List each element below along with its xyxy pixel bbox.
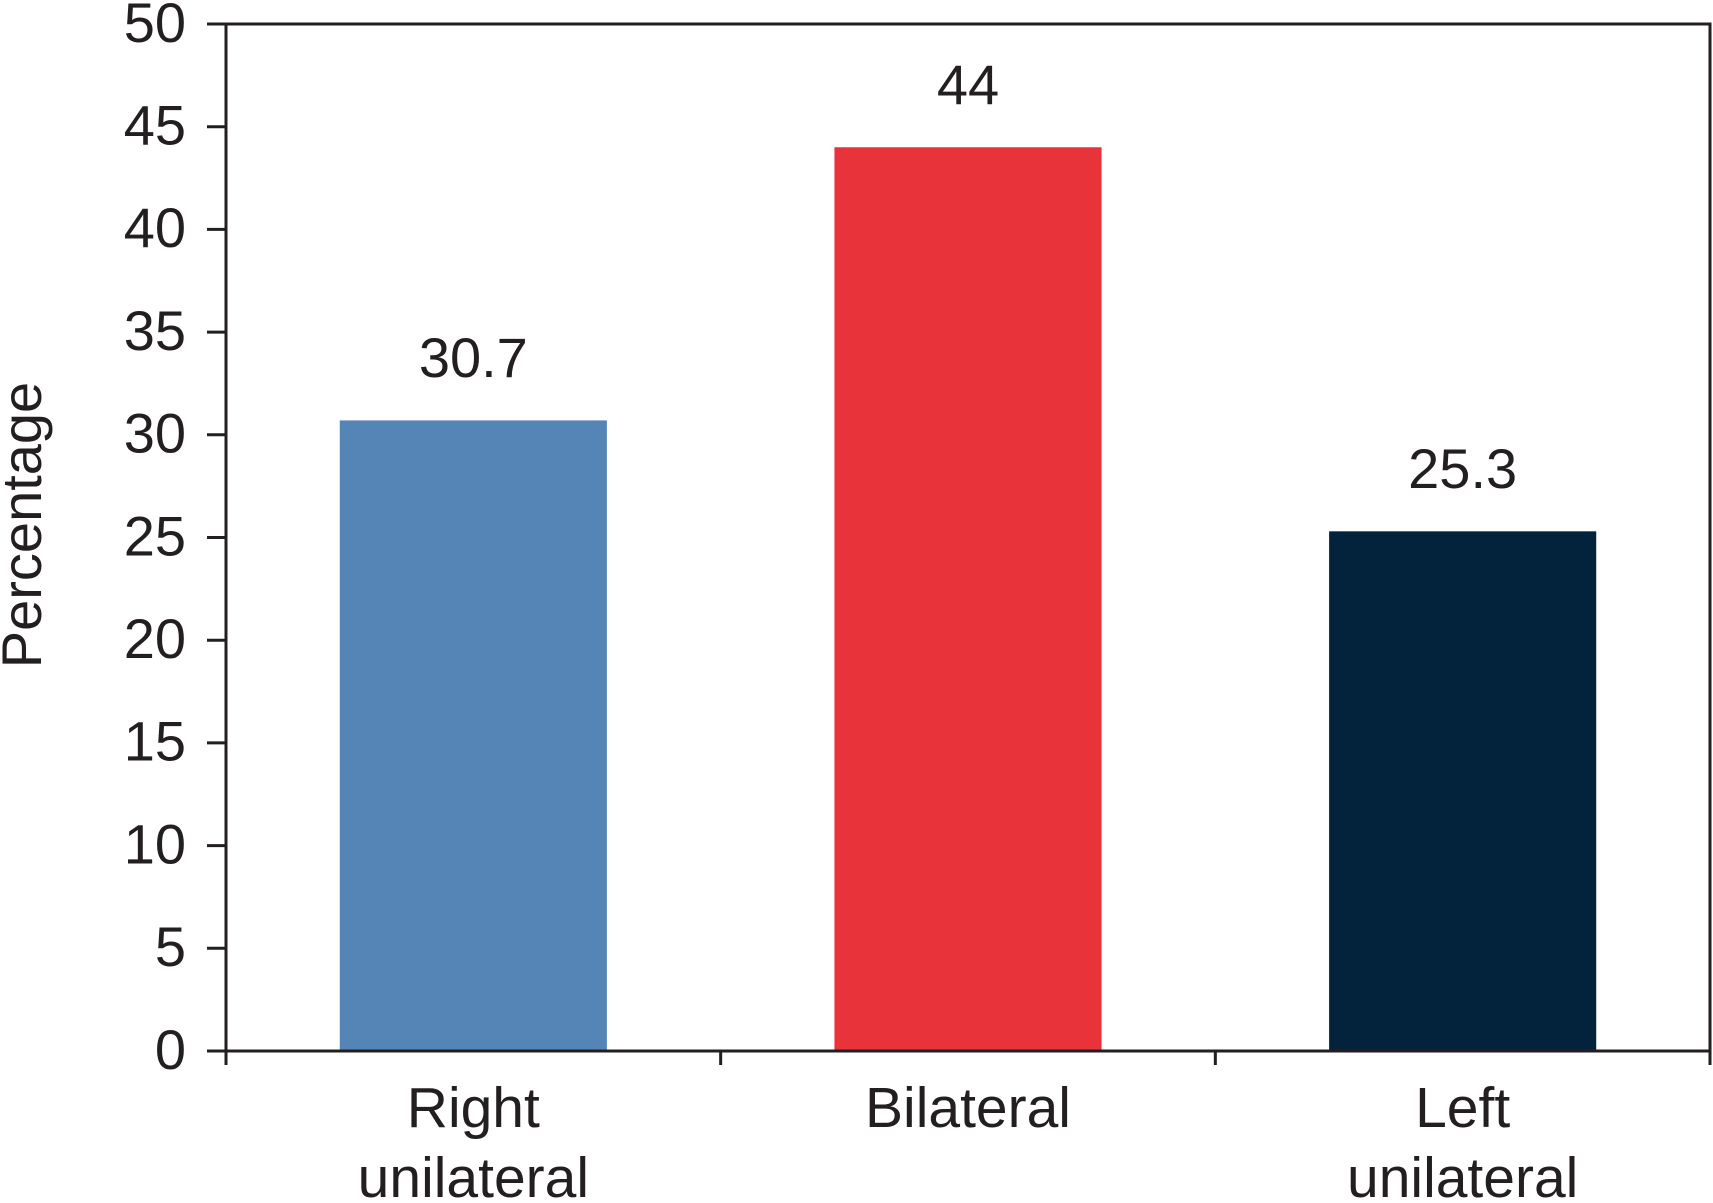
y-axis-label: Percentage — [0, 382, 53, 668]
y-tick-label: 5 — [155, 915, 186, 978]
bar — [339, 420, 607, 1051]
x-tick-label: Bilateral — [865, 1076, 1071, 1140]
bar — [834, 147, 1102, 1052]
y-tick-label: 35 — [124, 299, 186, 362]
y-tick-label: 0 — [155, 1018, 186, 1081]
x-tick-label: Right unilateral — [357, 1076, 589, 1203]
x-tick-label: Left unilateral — [1347, 1076, 1579, 1203]
y-tick-label: 50 — [124, 0, 186, 54]
y-tick-label: 15 — [124, 710, 186, 773]
y-tick-label: 40 — [124, 196, 186, 259]
y-tick-label: 25 — [124, 504, 186, 567]
y-tick-label: 30 — [124, 402, 186, 465]
y-tick-label: 45 — [124, 93, 186, 156]
value-label: 30.7 — [419, 326, 528, 389]
y-tick-label: 10 — [124, 812, 186, 875]
plot-frame — [224, 22, 1712, 1053]
value-label: 44 — [937, 53, 999, 116]
value-label: 25.3 — [1408, 437, 1517, 500]
y-tick-label: 20 — [124, 607, 186, 670]
bar — [1329, 531, 1597, 1051]
